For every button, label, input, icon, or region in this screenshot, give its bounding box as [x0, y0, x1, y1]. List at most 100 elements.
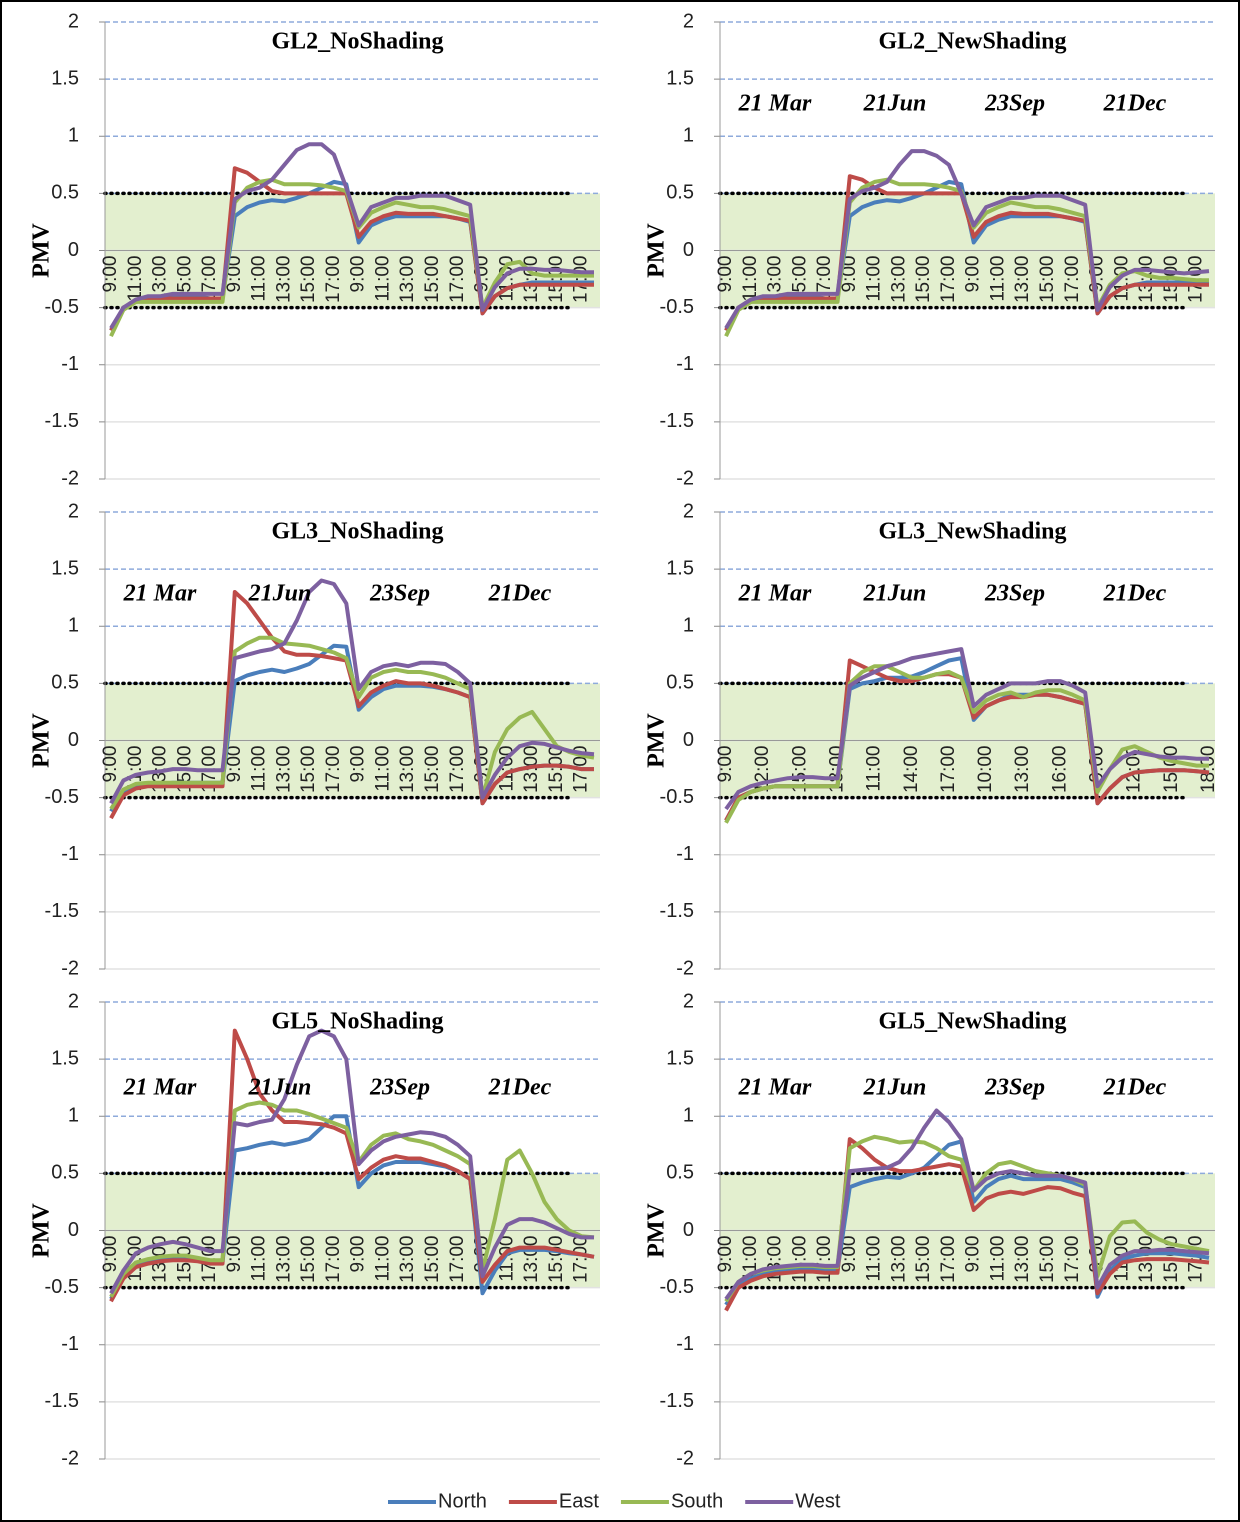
x-tick-label: 13:00: [273, 746, 294, 794]
series-line: [724, 1108, 1210, 1301]
x-tick-label: 13:00: [273, 256, 294, 304]
x-tick-label: 11:00: [864, 746, 885, 792]
y-tick-label: -0.5: [660, 296, 694, 318]
y-axis-label: PMV: [29, 223, 55, 278]
series-line: [724, 647, 1209, 811]
y-tick-label: 0: [68, 239, 79, 261]
legend-label: South: [671, 1490, 723, 1512]
x-tick-label: 17:00: [938, 1236, 959, 1284]
x-tick-label: 17:00: [1062, 1236, 1083, 1284]
y-axis-label: PMV: [644, 223, 670, 278]
x-tick-label: 17:00: [323, 256, 344, 304]
x-tick-label: 11:00: [125, 746, 146, 792]
y-tick-label: -0.5: [45, 296, 79, 318]
y-tick-label: -0.5: [45, 1276, 79, 1298]
x-tick-label: 9:00: [715, 746, 736, 783]
x-tick-label: 12:00: [1124, 746, 1145, 794]
y-tick-label: -0.5: [660, 786, 694, 808]
annotation: 21Jun: [863, 91, 927, 117]
x-tick-label: 13:00: [521, 1236, 542, 1284]
y-tick-label: 1: [68, 615, 79, 637]
series-line: [724, 664, 1209, 824]
y-tick-label: -1.5: [45, 410, 79, 432]
y-tick-label: 0.5: [666, 672, 694, 694]
x-tick-label: 15:00: [789, 1236, 810, 1284]
x-tick-label: 15:00: [298, 746, 319, 794]
y-tick-label: -1.5: [660, 900, 694, 922]
y-tick-label: -2: [676, 1447, 694, 1469]
y-tick-label: 1.5: [51, 67, 79, 89]
x-tick-label: 17:00: [447, 746, 468, 794]
x-tick-label: 9:00: [348, 256, 369, 293]
annotation: 23Sep: [369, 1075, 430, 1101]
annotation: 21Jun: [863, 581, 927, 607]
x-tick-label: 17:00: [814, 256, 835, 304]
chart-title: GL2_NoShading: [271, 29, 443, 55]
x-tick-label: 13:00: [521, 746, 542, 794]
x-tick-label: 15:00: [298, 1236, 319, 1284]
x-tick-label: 13:00: [397, 1236, 418, 1284]
x-tick-label: 17:00: [447, 1236, 468, 1284]
y-axis-label: PMV: [644, 713, 670, 768]
x-tick-label: 13:00: [765, 256, 786, 304]
y-tick-label: 0.5: [51, 1162, 79, 1184]
y-tick-label: -1: [61, 843, 79, 865]
annotation: 23Sep: [984, 91, 1045, 117]
x-tick-label: 15:00: [789, 256, 810, 304]
y-tick-label: 1: [683, 1105, 694, 1127]
y-tick-label: -1: [676, 843, 694, 865]
y-tick-label: 2: [683, 500, 694, 522]
annotation: 21Dec: [1103, 1075, 1167, 1101]
x-tick-label: 9:00: [348, 1236, 369, 1273]
annotation: 23Sep: [369, 581, 430, 607]
y-tick-label: 2: [683, 990, 694, 1012]
y-tick-label: -1.5: [660, 1390, 694, 1412]
y-axis-label: PMV: [29, 713, 55, 768]
annotation: 21 Mar: [738, 1075, 812, 1101]
x-tick-label: 13:00: [1136, 256, 1157, 304]
x-tick-label: 13:00: [397, 256, 418, 304]
y-tick-label: -1.5: [45, 1390, 79, 1412]
y-tick-label: -2: [61, 957, 79, 979]
y-tick-label: -1: [61, 353, 79, 375]
x-tick-label: 11:00: [372, 746, 393, 792]
x-tick-label: 15:00: [1037, 256, 1058, 304]
y-tick-label: 2: [68, 500, 79, 522]
x-tick-label: 9:00: [224, 1236, 245, 1273]
series-line: [109, 1100, 595, 1298]
annotation: 21 Mar: [738, 91, 812, 117]
x-tick-label: 9:00: [100, 1236, 121, 1273]
x-tick-label: 11:00: [372, 256, 393, 302]
x-tick-label: 15:00: [913, 1236, 934, 1284]
x-tick-label: 13:00: [1012, 255, 1033, 303]
x-tick-label: 15:00: [913, 256, 934, 304]
x-tick-label: 11:00: [249, 1236, 270, 1282]
y-tick-label: 0: [683, 729, 694, 751]
x-tick-label: 9:00: [715, 256, 736, 293]
y-tick-label: 2: [683, 10, 694, 32]
y-tick-label: -0.5: [45, 786, 79, 808]
x-tick-label: 18:00: [1198, 746, 1219, 794]
y-tick-label: -2: [676, 957, 694, 979]
x-tick-label: 13:00: [1012, 1236, 1033, 1284]
legend-label: North: [438, 1490, 487, 1512]
y-tick-label: 0: [68, 729, 79, 751]
x-tick-label: 9:00: [348, 746, 369, 783]
x-tick-label: 9:00: [100, 746, 121, 783]
y-tick-label: 1: [68, 1105, 79, 1127]
x-tick-label: 17:00: [447, 256, 468, 304]
x-tick-label: 13:00: [888, 256, 909, 304]
y-axis-label: PMV: [29, 1203, 55, 1258]
annotation: 23Sep: [984, 581, 1045, 607]
x-tick-label: 15:00: [546, 746, 567, 794]
x-tick-label: 11:00: [987, 256, 1008, 302]
x-tick-label: 15:00: [789, 746, 810, 794]
x-tick-label: 9:00: [715, 1236, 736, 1273]
annotation: 21Jun: [248, 581, 312, 607]
x-tick-label: 17:00: [571, 256, 592, 304]
x-tick-label: 11:00: [864, 1236, 885, 1282]
x-tick-label: 15:00: [1037, 1236, 1058, 1284]
y-tick-label: -2: [61, 1447, 79, 1469]
x-tick-label: 11:00: [125, 256, 146, 302]
